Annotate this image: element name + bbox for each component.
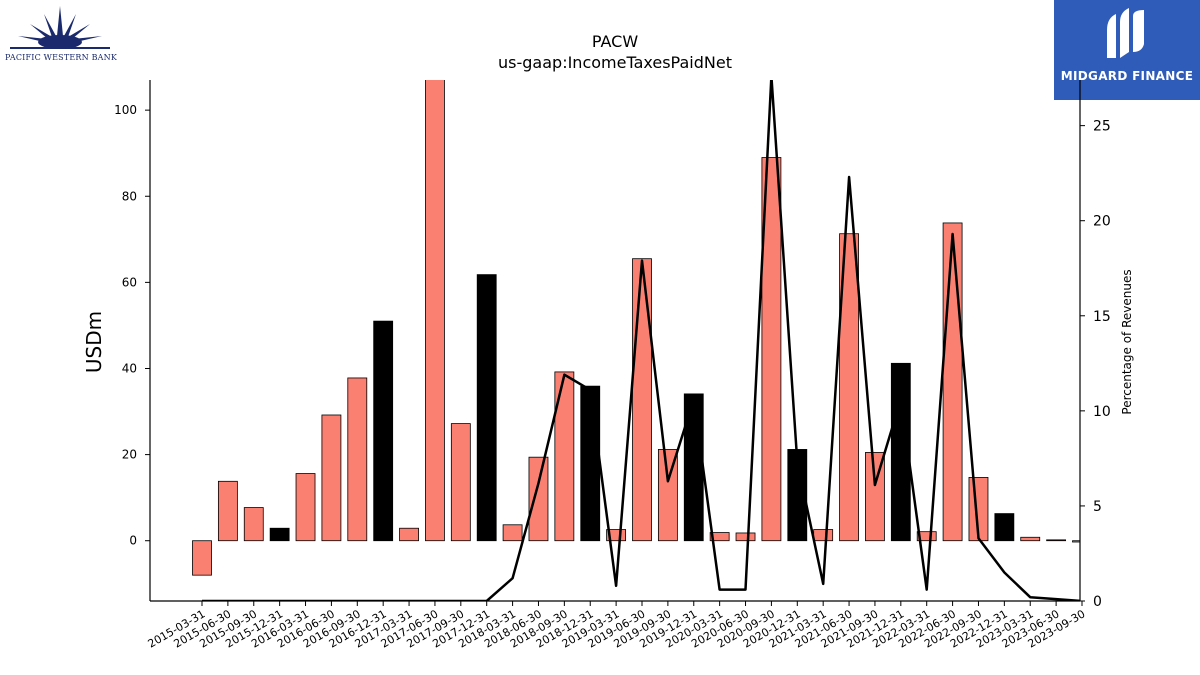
y2-tick-label-10: 10 [1093,404,1111,420]
bar-2020-06-30 [735,532,756,542]
bar-2019-03-31 [606,529,627,542]
y-tick-label-60: 60 [122,275,137,289]
bar-2017-06-30 [425,80,445,542]
bar-2023-03-31 [1020,536,1041,542]
bar-2022-06-30 [942,222,963,542]
bar-2020-03-31 [709,532,730,542]
bar-2019-12-31 [683,393,704,542]
bar-2016-06-30 [321,414,342,542]
bar-2016-09-30 [347,377,368,542]
bar-2020-09-30 [761,157,782,542]
right-logo-text: MIDGARD FINANCE [1060,69,1194,83]
bar-2018-12-31 [580,385,601,542]
y-tick-label-80: 80 [122,189,137,203]
bar-2021-06-30 [839,233,859,542]
bar-2016-12-31 [373,320,394,542]
bar-2015-12-31 [269,527,290,542]
bar-2023-09-30 [1072,540,1080,543]
bar-2017-12-31 [476,274,497,542]
bar-2016-03-31 [295,473,316,542]
percentage-line [202,80,1080,601]
bar-2022-12-31 [994,513,1015,542]
left-logo-text: PACIFIC WESTERN BANK [5,53,117,62]
chart-title: PACW [591,32,639,51]
bar-2018-03-31 [502,524,523,542]
bar-2022-03-31 [916,531,937,542]
y-tick-label-0: 0 [129,534,137,548]
y-tick-label-40: 40 [122,361,137,375]
y2-tick-label-0: 0 [1093,594,1102,610]
bar-2015-03-31 [192,540,212,576]
bar-2018-06-30 [528,456,549,542]
sunburst-logo-icon [10,6,110,49]
y-axis-label: USDm [82,311,106,373]
y2-tick-label-15: 15 [1093,309,1111,325]
bar-2017-03-31 [399,527,419,542]
y2-tick-label-20: 20 [1093,214,1111,230]
y2-tick-label-25: 25 [1093,119,1111,135]
chart-subtitle: us-gaap:IncomeTaxesPaidNet [498,53,732,72]
pacific-western-bank-logo: PACIFIC WESTERN BANK [0,0,120,70]
bar-2018-09-30 [554,371,575,542]
y2-tick-label-5: 5 [1093,499,1102,515]
bar-2019-06-30 [632,258,652,542]
bar-2015-06-30 [217,480,238,542]
midgard-finance-logo: MIDGARD FINANCE [1054,0,1200,100]
y2-axis-label: Percentage of Revenues [1120,269,1134,414]
bar-2021-09-30 [865,452,885,542]
bar-2021-12-31 [890,362,911,542]
bar-2017-09-30 [450,423,471,542]
bar-2021-03-31 [813,529,834,542]
bar-2023-06-30 [1046,539,1067,542]
midgard-m-logo-icon [1107,8,1144,58]
y-tick-label-20: 20 [122,448,137,462]
y-tick-label-100: 100 [114,103,137,117]
bar-2019-09-30 [657,449,678,542]
bar-2015-09-30 [243,507,264,542]
